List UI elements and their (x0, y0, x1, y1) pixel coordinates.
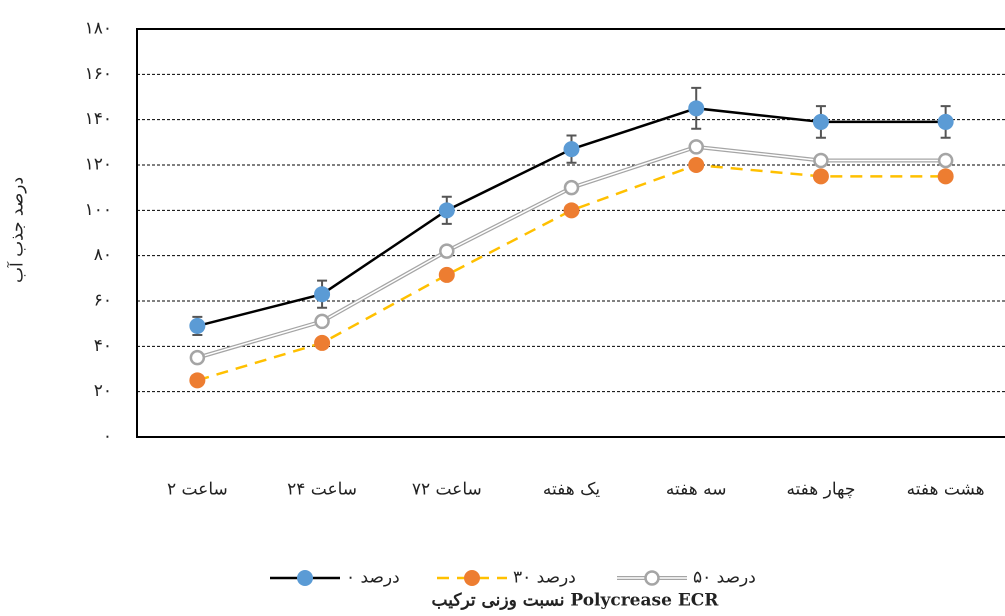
data-point (812, 168, 829, 185)
series-line (196, 144, 946, 360)
y-tick-label: ۱۰۰ (85, 200, 112, 220)
legend-marker (464, 570, 480, 586)
data-point (438, 202, 455, 219)
data-point (937, 113, 954, 130)
data-point (688, 139, 704, 155)
x-axis-title: نسبت وزنی ترکیب Polycrease ECR (432, 591, 720, 611)
legend-marker (644, 570, 660, 586)
legend-marker (297, 570, 313, 586)
legend-label: ۰ درصد (346, 568, 400, 588)
series-line (196, 163, 946, 382)
data-point (688, 100, 705, 117)
data-point (314, 313, 330, 330)
data-point (439, 243, 455, 259)
plot-frame (136, 28, 1005, 438)
y-tick-label: ۴۰ (94, 336, 112, 356)
data-point (937, 168, 954, 185)
legend-label: ۵۰ درصد (693, 568, 756, 588)
x-tick-label: ۲ ساعت (167, 480, 228, 500)
y-tick-label: ۶۰ (94, 291, 112, 311)
x-tick-label: چهار هفته (786, 480, 855, 500)
data-point (314, 334, 331, 351)
y-tick-label: ۸۰ (94, 245, 112, 265)
data-point (314, 286, 331, 303)
data-point (813, 152, 829, 169)
y-tick-label: ۱۶۰ (85, 64, 112, 84)
x-tick-label: ۷۲ ساعت (412, 480, 482, 500)
y-tick-label: ۰ (103, 427, 112, 447)
data-point (189, 349, 206, 366)
y-tick-label: ۱۸۰ (85, 19, 112, 39)
data-point (812, 113, 829, 130)
legend-label: ۳۰ درصد (513, 568, 576, 588)
data-point (563, 179, 580, 196)
data-point (688, 157, 705, 173)
data-point (438, 266, 455, 283)
y-tick-label: ۱۲۰ (85, 155, 112, 175)
y-axis-title: درصد جذب آب (6, 177, 28, 283)
data-point (189, 372, 206, 389)
x-tick-label: یک هفته (543, 480, 600, 500)
y-tick-label: ۱۴۰ (85, 109, 112, 129)
data-point (563, 141, 580, 158)
x-tick-label: ۲۴ ساعت (287, 480, 357, 500)
x-tick-label: هشت هفته (907, 480, 985, 500)
y-tick-label: ۲۰ (94, 381, 112, 401)
data-point (189, 317, 206, 334)
data-point (937, 152, 954, 169)
x-tick-label: سه هفته (666, 480, 727, 500)
data-point (563, 202, 580, 219)
